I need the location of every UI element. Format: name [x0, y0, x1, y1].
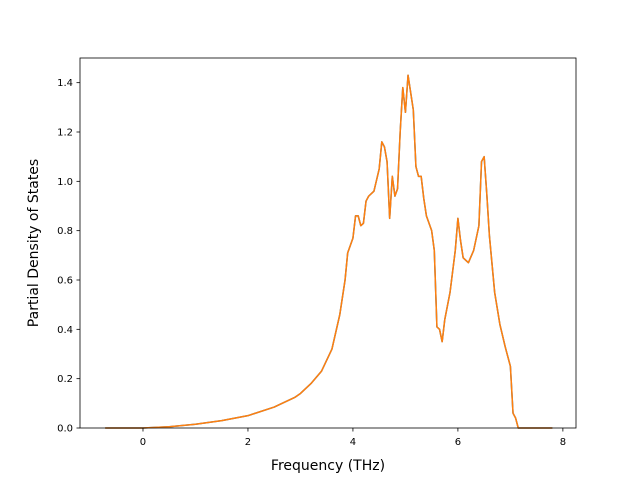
x-axis-ticks: 0 2 4 6 8 [140, 428, 566, 448]
x-axis-title: Frequency (THz) [271, 458, 385, 474]
series-layer [105, 74, 553, 429]
x-tick-label: 8 [560, 437, 566, 448]
y-axis-title: Partial Density of States [26, 159, 42, 327]
y-tick-label: 1.4 [57, 78, 73, 89]
y-tick-label: 0.4 [57, 325, 73, 336]
y-axis-ticks: 0.0 0.2 0.4 0.6 0.8 1.0 1.2 1.4 [57, 78, 80, 435]
y-tick-label: 0.2 [57, 374, 73, 385]
y-tick-label: 0.8 [57, 226, 73, 237]
x-tick-label: 2 [245, 437, 251, 448]
y-tick-label: 1.0 [57, 177, 73, 188]
y-tick-label: 0.6 [57, 276, 73, 287]
y-tick-label: 0.0 [57, 424, 73, 435]
x-tick-label: 4 [350, 437, 356, 448]
y-tick-label: 1.2 [57, 128, 73, 139]
x-tick-label: 6 [455, 437, 461, 448]
x-tick-label: 0 [140, 437, 146, 448]
plot-frame [79, 57, 577, 429]
series-line-2 [105, 74, 553, 429]
